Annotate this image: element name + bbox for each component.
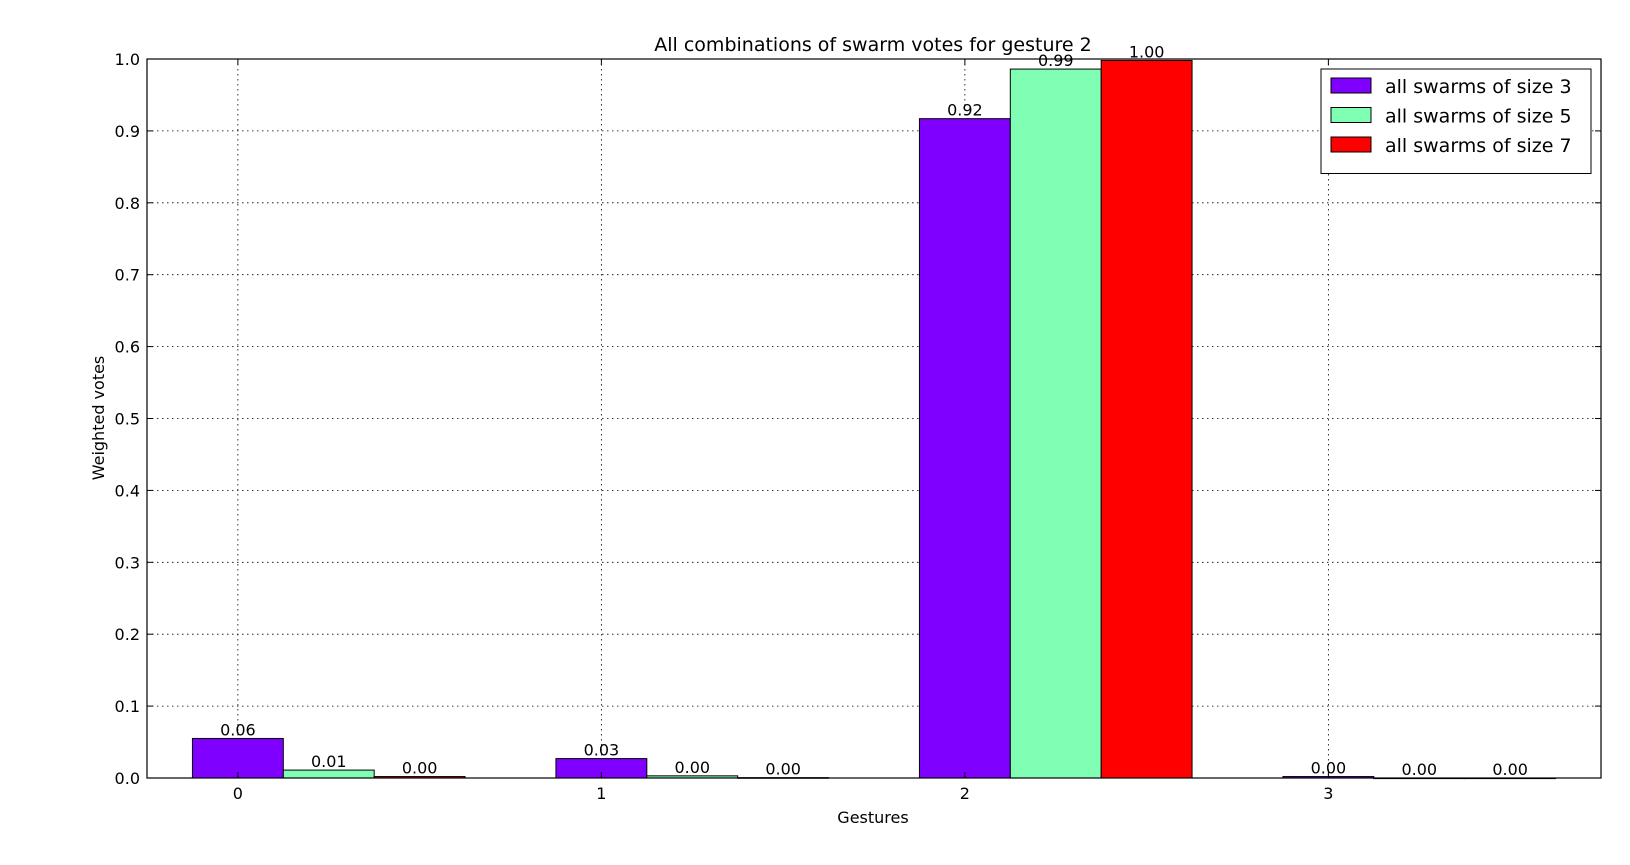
legend-swatch <box>1330 136 1372 153</box>
bar-series-2-cat-2 <box>1100 59 1193 779</box>
bar-value-label: 0.00 <box>765 760 801 779</box>
y-tick-label: 0.6 <box>115 338 140 357</box>
x-tick-label: 1 <box>596 784 606 803</box>
bar-value-label: 0.99 <box>1038 51 1074 70</box>
legend-entry-label: all swarms of size 5 <box>1385 106 1572 128</box>
x-axis-ticks: 0 1 2 3 <box>233 59 1333 803</box>
y-tick-label: 0.4 <box>115 481 140 500</box>
y-tick-label: 0.8 <box>115 194 140 213</box>
legend-swatch <box>1330 77 1372 94</box>
legend-entry-label: all swarms of size 7 <box>1385 135 1572 157</box>
chart-title: All combinations of swarm votes for gest… <box>654 34 1091 56</box>
bar-value-label: 0.00 <box>402 759 438 778</box>
bar-value-label: 0.00 <box>674 758 710 777</box>
legend-entry-label: all swarms of size 3 <box>1385 76 1572 98</box>
bar-value-label: 0.06 <box>220 720 256 739</box>
y-axis-label: Weighted votes <box>89 356 108 481</box>
bar-series-1-cat-0 <box>282 769 375 779</box>
bar-value-label: 0.92 <box>947 101 983 120</box>
bar-series-0-cat-2 <box>918 118 1011 779</box>
bar-value-label: 0.00 <box>1311 759 1347 778</box>
bar-series-1-cat-2 <box>1009 68 1102 779</box>
bar-value-label: 0.03 <box>584 741 620 760</box>
bars <box>191 59 1557 780</box>
y-tick-label: 0.0 <box>115 769 140 788</box>
y-axis-ticks: 0.0 0.1 0.2 0.3 0.4 0.5 0.6 0.7 0.8 0.9 1.0 <box>115 50 1601 788</box>
x-tick-label: 0 <box>233 784 243 803</box>
bar-series-0-cat-0 <box>191 737 284 779</box>
x-tick-label: 2 <box>960 784 970 803</box>
y-tick-label: 0.2 <box>115 625 140 644</box>
y-tick-label: 0.1 <box>115 697 140 716</box>
y-tick-label: 0.7 <box>115 266 140 285</box>
bar-value-label: 0.00 <box>1401 760 1437 779</box>
x-tick-label: 3 <box>1323 784 1333 803</box>
legend: all swarms of size 3 all swarms of size 5… <box>1320 68 1592 174</box>
bar-value-label: 0.01 <box>311 752 347 771</box>
y-tick-label: 0.9 <box>115 122 140 141</box>
bar-labels: 0.06 0.03 0.92 0.00 0.01 0.00 0.99 0.00 0.00 0.00… <box>220 42 1528 779</box>
bar-value-label: 0.00 <box>1492 760 1528 779</box>
bar-value-label: 1.00 <box>1129 42 1165 61</box>
y-tick-label: 0.5 <box>115 410 140 429</box>
legend-swatch <box>1330 107 1372 123</box>
x-axis-label: Gestures <box>837 808 908 827</box>
y-tick-label: 0.3 <box>115 553 140 572</box>
y-tick-label: 1.0 <box>115 50 140 69</box>
